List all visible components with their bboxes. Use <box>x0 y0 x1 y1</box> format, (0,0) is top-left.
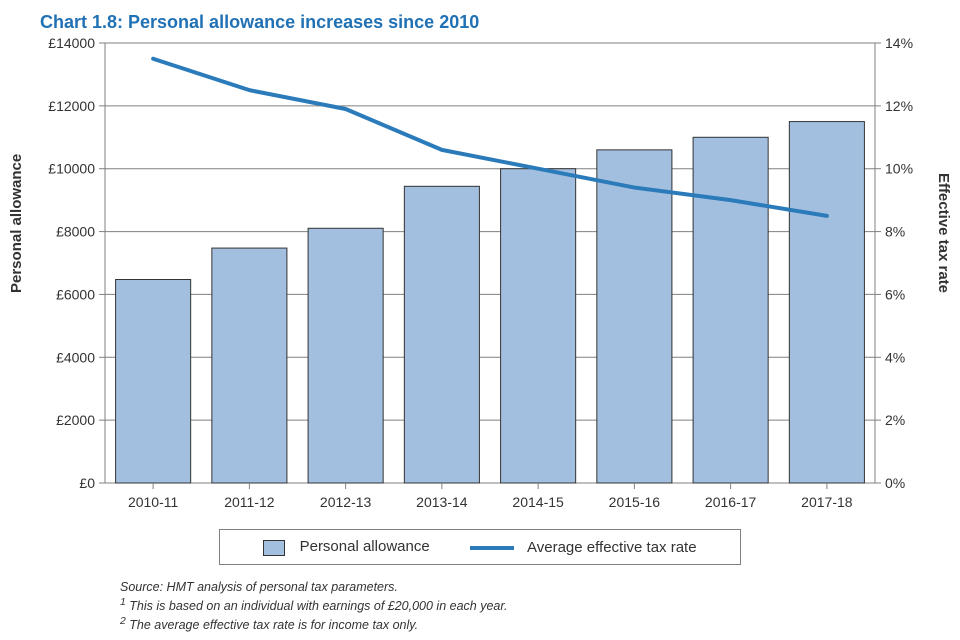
svg-text:12%: 12% <box>885 98 913 114</box>
svg-text:£0: £0 <box>79 475 95 491</box>
bar <box>789 122 864 483</box>
svg-text:14%: 14% <box>885 35 913 51</box>
svg-text:2016-17: 2016-17 <box>705 494 757 510</box>
y-axis-right-label: Effective tax rate <box>935 173 952 293</box>
legend-line-swatch <box>470 546 514 550</box>
svg-text:£2000: £2000 <box>56 412 95 428</box>
svg-text:2011-12: 2011-12 <box>224 494 275 510</box>
bar <box>212 248 287 483</box>
svg-text:8%: 8% <box>885 224 905 240</box>
svg-text:£8000: £8000 <box>56 224 95 240</box>
bar <box>308 228 383 483</box>
svg-text:£4000: £4000 <box>56 349 95 365</box>
bar <box>597 150 672 483</box>
footnote-1: 1 This is based on an individual with ea… <box>120 596 960 615</box>
bar <box>501 169 576 483</box>
svg-text:2013-14: 2013-14 <box>416 494 468 510</box>
svg-text:£14000: £14000 <box>48 35 95 51</box>
legend-line: Average effective tax rate <box>470 539 697 556</box>
legend-bar-swatch <box>263 540 285 556</box>
svg-text:10%: 10% <box>885 161 913 177</box>
legend-bar: Personal allowance <box>263 538 429 555</box>
bar <box>116 280 191 484</box>
legend-line-label: Average effective tax rate <box>527 539 697 556</box>
legend: Personal allowance Average effective tax… <box>219 529 741 565</box>
svg-text:2017-18: 2017-18 <box>801 494 853 510</box>
svg-text:2014-15: 2014-15 <box>512 494 564 510</box>
legend-bar-label: Personal allowance <box>300 538 430 555</box>
chart-title: Chart 1.8: Personal allowance increases … <box>0 0 960 33</box>
footnote-2: 2 The average effective tax rate is for … <box>120 615 960 634</box>
bar <box>404 186 479 483</box>
chart-container: Personal allowance Effective tax rate £0… <box>0 33 960 523</box>
footnote-source: Source: HMT analysis of personal tax par… <box>120 579 960 596</box>
chart-svg: £0 £2000 £4000 £6000 £8000 £10000 £12000 £14000… <box>0 33 960 523</box>
svg-text:£6000: £6000 <box>56 286 95 302</box>
svg-text:£10000: £10000 <box>48 161 95 177</box>
bar <box>693 137 768 483</box>
svg-text:2012-13: 2012-13 <box>320 494 372 510</box>
y-axis-left-label: Personal allowance <box>8 154 25 293</box>
svg-text:6%: 6% <box>885 286 905 302</box>
footnotes: Source: HMT analysis of personal tax par… <box>120 579 960 634</box>
svg-text:2015-16: 2015-16 <box>609 494 661 510</box>
svg-text:4%: 4% <box>885 349 905 365</box>
svg-text:0%: 0% <box>885 475 905 491</box>
svg-text:£12000: £12000 <box>48 98 95 114</box>
svg-text:2010-11: 2010-11 <box>128 494 179 510</box>
svg-text:2%: 2% <box>885 412 905 428</box>
